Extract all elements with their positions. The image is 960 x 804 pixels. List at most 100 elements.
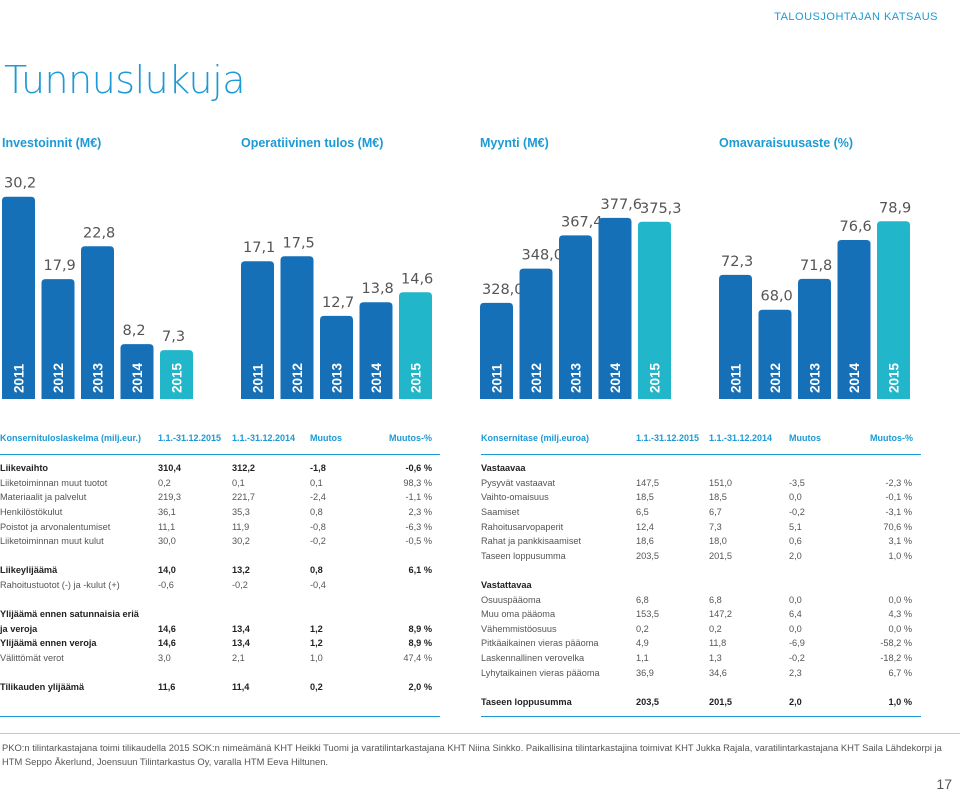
year-label: 2014 [130,362,145,393]
income-cell: 11,6 [158,682,176,693]
balance-row: Laskennallinen verovelka 1,1 1,3 -0,2 -18,2 … [481,651,912,666]
income-cell: -0,2 [310,536,326,547]
balance-spacer [481,563,912,578]
income-cell: 2,0 % [408,682,433,693]
income-header-title: Konsernituloslaskelma (milj.eur.) [0,433,142,443]
income-cell: 0,8 [310,507,323,518]
income-cell: -0,5 % [405,536,432,547]
bar-value-label: 8,2 [123,323,146,339]
balance-cell: 7,3 [709,521,722,532]
year-label: 2014 [847,362,862,393]
bar [837,239,871,399]
bar-value-label: 377,6 [601,197,643,213]
income-cell: -6,3 % [405,521,432,532]
income-cell: -0,6 [158,580,174,591]
income-cell [380,607,432,622]
year-label: 2013 [569,362,584,393]
balance-label: Taseen loppusumma [481,550,566,561]
income-cell: 13,4 [232,623,250,634]
income-row: Henkilöstökulut 36,1 35,3 0,8 2,3 % [0,505,432,520]
balance-row: Osuuspääoma 6,8 6,8 0,0 0,0 % [481,592,912,607]
balance-cell: 203,5 [636,696,659,707]
balance-row: Muu oma pääoma 153,5 147,2 6,4 4,3 % [481,607,912,622]
income-label: Henkilöstökulut [0,507,63,518]
bar [399,292,432,399]
balance-cell: -0,1 % [885,492,912,503]
balance-cell: 2,0 [789,696,802,707]
income-cell: 98,3 % [403,477,432,488]
balance-cell: 0,0 [789,594,802,605]
footnote: PKO:n tilintarkastajana toimi tilikaudel… [2,742,942,767]
bar [41,279,75,399]
bar-value-label: 328,0 [482,282,524,298]
balance-row: Pysyvät vastaavat 147,5 151,0 -3,5 -2,3 % [481,476,912,491]
bar [559,235,592,399]
income-cell: 35,3 [232,507,250,518]
bar-value-label: 30,2 [4,176,36,192]
balance-cell: 5,1 [789,521,802,532]
balance-label: Muu oma pääoma [481,609,556,620]
balance-label: Saamiset [481,507,520,518]
income-cell: 0,1 [310,477,323,488]
balance-header-2015: 1.1.-31.12.2015 [636,433,700,443]
year-label: 2012 [768,363,783,393]
balance-cell [636,461,709,476]
income-row: Liikevaihto 310,4 312,2 -1,8 -0,6 % [0,461,432,476]
balance-cell: 1,1 [636,653,649,664]
year-label: 2011 [729,363,744,393]
balance-row [481,680,912,695]
balance-cell: 18,5 [636,492,654,503]
income-row: Ylijäämä ennen satunnaisia eriä [0,607,432,622]
balance-cell: 0,0 [789,492,802,503]
income-cell: 312,2 [232,463,255,474]
balance-cell: 1,0 % [888,696,913,707]
income-row: Liiketoiminnan muut kulut 30,0 30,2 -0,2 -0,… [0,534,432,549]
income-cell: 8,9 % [408,623,433,634]
bar [120,344,154,399]
income-cell: 1,0 [310,653,323,664]
income-label: Ylijäämä ennen veroja [0,638,97,649]
income-cell: 6,1 % [408,565,433,576]
balance-cell: 6,4 [789,609,802,620]
income-spacer [0,592,432,607]
balance-row [481,563,912,578]
balance-row: Lyhytaikainen vieras pääoma 36,9 34,6 2,3 6,… [481,665,912,680]
bar-value-label: 22,8 [83,225,115,241]
bar [877,221,910,399]
year-label: 2011 [251,363,266,393]
balance-cell: 201,5 [709,696,732,707]
balance-row: Vaihto-omaisuus 18,5 18,5 0,0 -0,1 % [481,490,912,505]
income-row: Materiaalit ja palvelut 219,3 221,7 -2,4 -1,… [0,490,432,505]
income-cell: 13,4 [232,638,250,649]
chart-panel: Myynti (M€) 328,0 2011 348,0 2012 367,4 2013 37… [480,136,682,399]
balance-cell [709,461,789,476]
balance-cell: 0,2 [636,623,649,634]
year-label: 2014 [608,362,623,393]
income-cell: 310,4 [158,463,181,474]
balance-cell: 147,2 [709,609,732,620]
balance-row: Pitkäaikainen vieras pääoma 4,9 11,8 -6,9 -5… [481,636,912,651]
income-cell [380,578,432,593]
footnote-rule [0,733,960,734]
income-cell: 11,9 [232,521,250,532]
year-label: 2015 [409,362,424,393]
income-cell: 30,2 [232,536,250,547]
income-label: Rahoitustuotot (-) ja -kulut (+) [0,580,120,591]
income-table-header: Konsernituloslaskelma (milj.eur.) 1.1.-3… [0,433,440,445]
year-label: 2012 [51,363,66,393]
income-cell: 36,1 [158,507,176,518]
balance-cell: 6,8 [709,594,722,605]
year-label: 2012 [290,363,305,393]
income-label: ja veroja [0,623,38,634]
bar-value-label: 375,3 [640,201,682,217]
income-cell: 30,0 [158,536,176,547]
balance-bottom-rule [481,716,921,717]
income-header-2015: 1.1.-31.12.2015 [158,433,222,443]
balance-cell: 36,9 [636,667,654,678]
section-label: TALOUSJOHTAJAN KATSAUS [774,11,938,23]
income-cell: 0,8 [310,565,323,576]
balance-label: Vastattavaa [481,580,532,591]
income-cell: -1,1 % [405,492,432,503]
income-row: Tilikauden ylijäämä 11,6 11,4 0,2 2,0 % [0,680,432,695]
bar-value-label: 17,9 [44,258,76,274]
